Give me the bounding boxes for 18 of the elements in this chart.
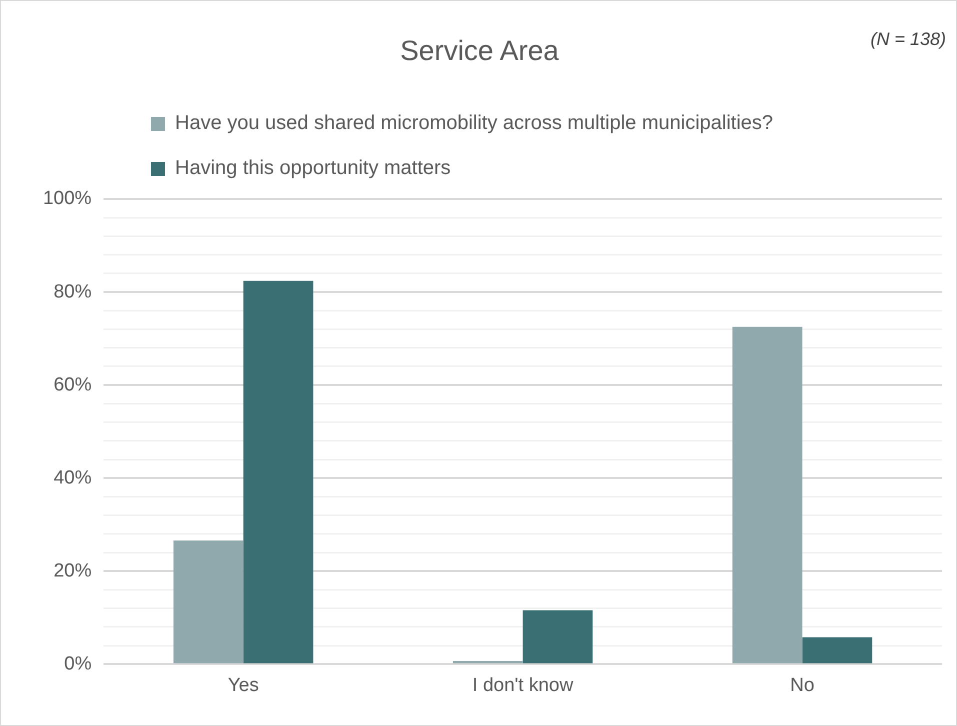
- chart-title: Service Area: [400, 35, 559, 66]
- text: (N = 138): [870, 29, 946, 50]
- bar: [173, 540, 244, 664]
- legend-label: Have you used shared micromobility across multiple municipalities?: [175, 112, 774, 135]
- y-tick-label: 0%: [64, 653, 92, 674]
- legend-label: Having this opportunity matters: [175, 157, 451, 180]
- bar: [522, 610, 593, 664]
- bar: [243, 280, 314, 664]
- x-tick-label: I don't know: [472, 674, 574, 696]
- bar: [802, 637, 872, 664]
- y-tick-label: 100%: [42, 188, 92, 210]
- y-tick-label: 20%: [54, 560, 92, 582]
- bar: [732, 326, 802, 664]
- y-tick-label: 60%: [54, 374, 92, 396]
- y-tick-label: 80%: [54, 281, 92, 302]
- x-tick-label: Yes: [228, 674, 259, 696]
- y-tick-label: 40%: [54, 467, 92, 488]
- x-tick-label: No: [790, 674, 814, 696]
